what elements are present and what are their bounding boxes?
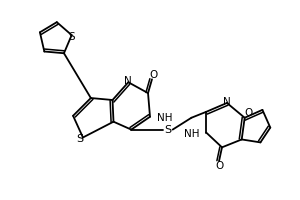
Text: NH: NH (184, 129, 199, 139)
Text: O: O (150, 70, 158, 80)
Text: N: N (223, 97, 231, 107)
Text: S: S (164, 125, 171, 135)
Text: S: S (76, 134, 83, 144)
Text: NH: NH (157, 113, 172, 123)
Text: O: O (244, 108, 253, 118)
Text: S: S (68, 32, 75, 42)
Text: O: O (215, 161, 223, 171)
Text: N: N (124, 76, 132, 86)
